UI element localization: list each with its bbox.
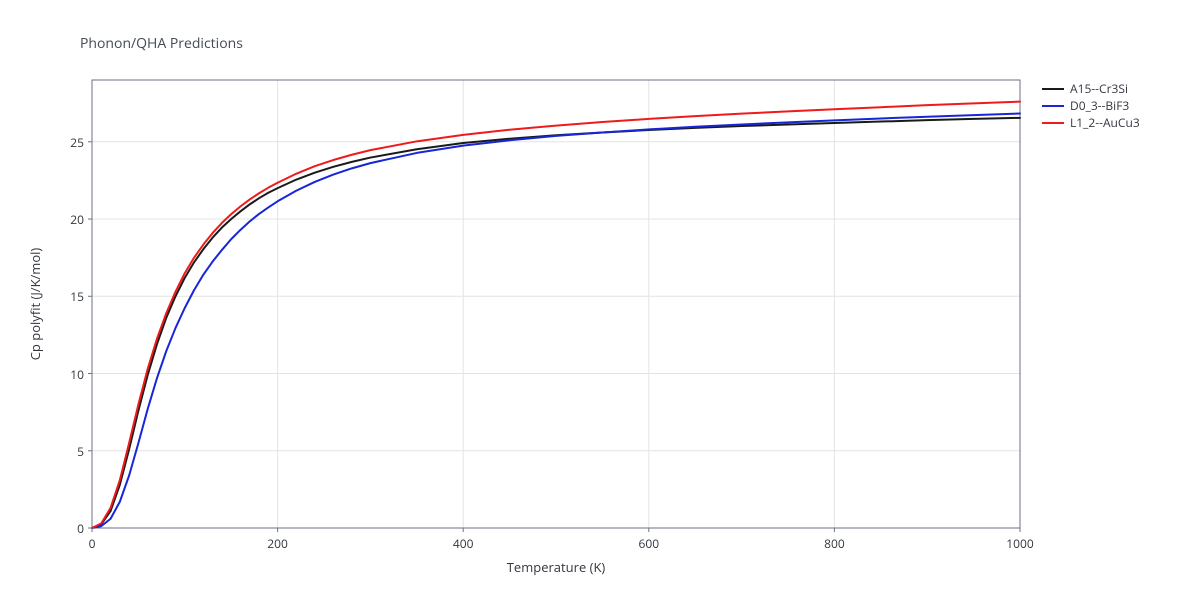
y-tick-label: 20	[70, 211, 84, 228]
y-tick-label: 25	[70, 134, 84, 151]
legend: A15--Cr3SiD0_3--BiF3L1_2--AuCu3	[1042, 80, 1140, 131]
x-tick-label: 1000	[1006, 535, 1034, 552]
legend-swatch	[1042, 105, 1064, 107]
x-tick-label: 400	[449, 535, 477, 552]
series-line	[92, 114, 1020, 528]
legend-label: A15--Cr3Si	[1070, 80, 1128, 97]
legend-item[interactable]: D0_3--BiF3	[1042, 97, 1140, 114]
legend-label: D0_3--BiF3	[1070, 97, 1129, 114]
y-tick-label: 15	[70, 288, 84, 305]
legend-swatch	[1042, 88, 1064, 90]
legend-item[interactable]: A15--Cr3Si	[1042, 80, 1140, 97]
legend-swatch	[1042, 122, 1064, 124]
x-tick-label: 0	[78, 535, 106, 552]
y-tick-label: 10	[70, 366, 84, 383]
x-tick-label: 600	[635, 535, 663, 552]
x-tick-label: 200	[264, 535, 292, 552]
x-tick-label: 800	[820, 535, 848, 552]
y-tick-label: 0	[77, 520, 84, 537]
legend-label: L1_2--AuCu3	[1070, 114, 1140, 131]
series-line	[92, 118, 1020, 528]
legend-item[interactable]: L1_2--AuCu3	[1042, 114, 1140, 131]
series-line	[92, 102, 1020, 528]
y-tick-label: 5	[77, 443, 84, 460]
plot-svg	[0, 0, 1200, 600]
